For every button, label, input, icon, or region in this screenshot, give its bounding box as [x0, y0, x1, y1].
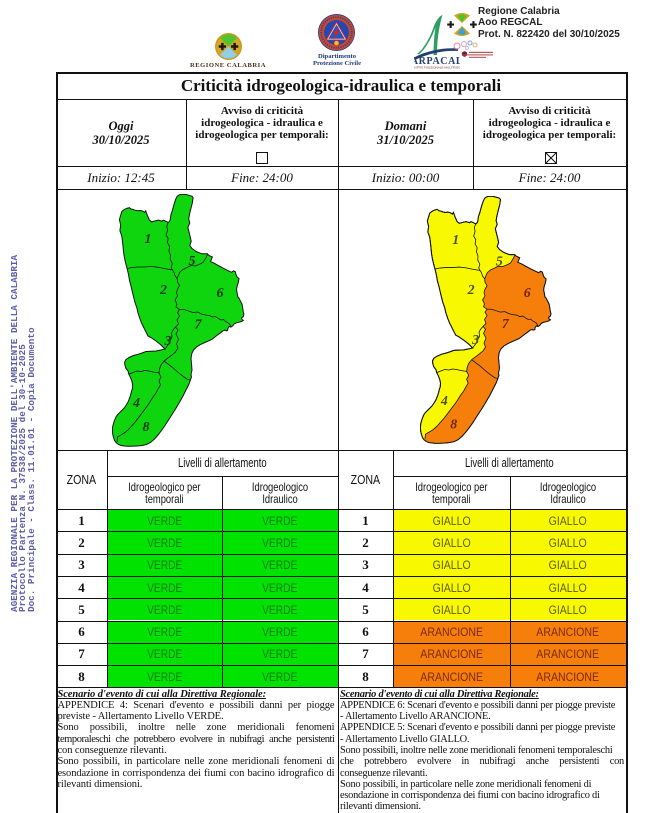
svg-text:CENTRO FUNZIONALE MULTIRISCHI: CENTRO FUNZIONALE MULTIRISCHI [414, 65, 460, 69]
svg-text:1: 1 [145, 232, 152, 247]
svg-text:3: 3 [471, 332, 479, 347]
svg-text:7: 7 [502, 316, 510, 331]
svg-text:8: 8 [450, 416, 457, 431]
svg-text:5: 5 [189, 254, 196, 269]
svg-text:4: 4 [132, 396, 140, 411]
svg-text:6: 6 [524, 285, 531, 300]
svg-text:ARPACAL: ARPACAL [414, 56, 460, 67]
svg-text:1: 1 [452, 232, 459, 247]
svg-text:7: 7 [195, 318, 203, 333]
svg-text:8: 8 [143, 420, 150, 435]
svg-text:2: 2 [159, 283, 167, 298]
svg-text:3: 3 [164, 334, 172, 349]
svg-text:2: 2 [467, 282, 475, 297]
svg-text:5: 5 [496, 254, 503, 269]
svg-text:4: 4 [440, 393, 448, 408]
svg-text:6: 6 [217, 286, 224, 301]
